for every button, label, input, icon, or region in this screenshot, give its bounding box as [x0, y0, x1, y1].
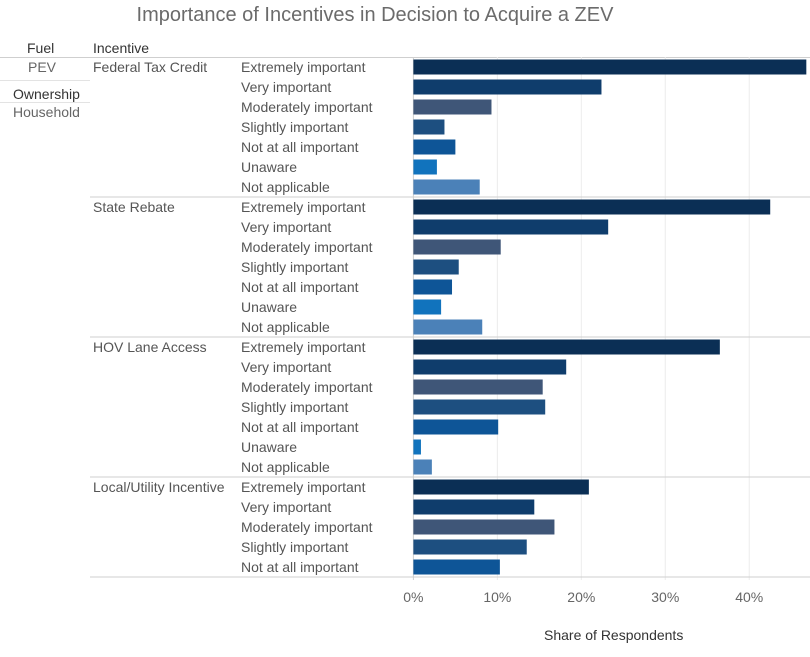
category-label: Not applicable [241, 459, 330, 475]
category-label: Moderately important [241, 379, 373, 395]
bar-3-2 [413, 519, 555, 535]
category-label: Extremely important [241, 479, 366, 495]
category-label: Unaware [241, 439, 297, 455]
category-label: Not at all important [241, 419, 359, 435]
x-axis-title: Share of Respondents [544, 627, 684, 643]
ownership-label: Ownership [13, 86, 80, 102]
x-tick-label: 20% [567, 589, 595, 605]
group-label: State Rebate [93, 199, 175, 215]
incentive-header: Incentive [93, 40, 150, 56]
bar-3-0 [413, 479, 589, 495]
x-tick-label: 40% [735, 589, 763, 605]
bar-1-1 [413, 219, 609, 235]
header-divider [0, 57, 810, 58]
category-label: Moderately important [241, 99, 373, 115]
category-label: Very important [241, 219, 331, 235]
bar-0-5 [413, 159, 437, 175]
bar-1-3 [413, 259, 459, 275]
x-tick-label: 10% [483, 589, 511, 605]
bar-1-2 [413, 239, 501, 255]
category-label: Extremely important [241, 199, 366, 215]
bar-0-0 [413, 59, 807, 75]
category-label: Unaware [241, 159, 297, 175]
chart-title: Importance of Incentives in Decision to … [136, 4, 614, 26]
bar-3-4 [413, 559, 500, 575]
ownership-divider [0, 102, 90, 103]
category-label: Moderately important [241, 239, 373, 255]
category-label: Extremely important [241, 339, 366, 355]
bar-2-4 [413, 419, 499, 435]
category-label: Moderately important [241, 519, 373, 535]
fuel-header: Fuel [27, 40, 55, 56]
group-label: HOV Lane Access [93, 339, 207, 355]
bar-2-3 [413, 399, 546, 415]
bar-1-6 [413, 319, 483, 335]
bar-0-4 [413, 139, 456, 155]
bar-2-1 [413, 359, 567, 375]
bar-0-6 [413, 179, 480, 195]
category-label: Slightly important [241, 259, 348, 275]
category-label: Very important [241, 499, 331, 515]
group-label: Local/Utility Incentive [93, 479, 225, 495]
bar-0-1 [413, 79, 602, 95]
category-label: Not at all important [241, 559, 359, 575]
category-label: Unaware [241, 299, 297, 315]
bar-2-2 [413, 379, 543, 395]
bar-1-0 [413, 199, 771, 215]
category-label: Extremely important [241, 59, 366, 75]
bar-0-3 [413, 119, 445, 135]
category-label: Not applicable [241, 179, 330, 195]
category-label: Not applicable [241, 319, 330, 335]
category-label: Not at all important [241, 139, 359, 155]
group-label: Federal Tax Credit [93, 59, 207, 75]
category-label: Very important [241, 79, 331, 95]
category-label: Slightly important [241, 119, 348, 135]
bar-2-5 [413, 439, 421, 455]
bar-3-1 [413, 499, 535, 515]
bar-1-5 [413, 299, 442, 315]
bar-2-0 [413, 339, 720, 355]
fuel-divider [0, 80, 90, 81]
bar-1-4 [413, 279, 453, 295]
bar-3-3 [413, 539, 527, 555]
category-label: Not at all important [241, 279, 359, 295]
bar-0-2 [413, 99, 492, 115]
bar-2-6 [413, 459, 432, 475]
x-tick-label: 0% [403, 589, 423, 605]
category-label: Very important [241, 359, 331, 375]
category-label: Slightly important [241, 539, 348, 555]
x-tick-label: 30% [651, 589, 679, 605]
category-label: Slightly important [241, 399, 348, 415]
ownership-value: Household [13, 104, 80, 120]
fuel-value: PEV [28, 59, 57, 75]
